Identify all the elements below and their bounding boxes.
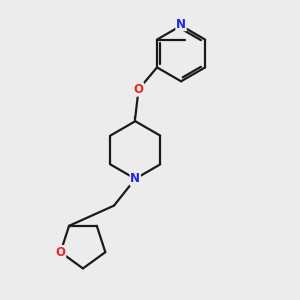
Text: N: N: [130, 172, 140, 185]
Text: O: O: [56, 246, 65, 259]
Text: N: N: [176, 17, 186, 31]
Text: O: O: [134, 83, 143, 96]
